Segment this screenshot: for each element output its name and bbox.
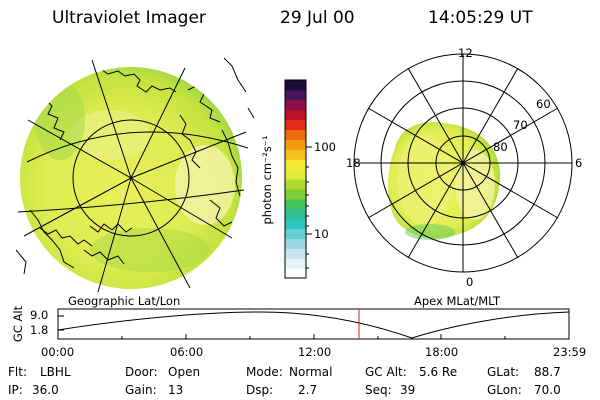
colorbar-segment: [285, 218, 306, 230]
colorbar-segment: [285, 179, 306, 190]
dsp-label: Dsp:: [246, 383, 274, 397]
door-value: Open: [168, 365, 201, 379]
colorbar-segment: [285, 80, 306, 91]
seq-label: Seq:: [365, 383, 392, 397]
geographic-panel-label: Geographic Lat/Lon: [68, 294, 181, 308]
altitude-ylabel: GC Alt: [11, 305, 25, 343]
colorbar-segment: [285, 149, 306, 160]
colorbar-segment: [285, 129, 306, 140]
apex-polar-plot: [353, 53, 573, 273]
colorbar-segment: [285, 99, 306, 111]
observation-date: 29 Jul 00: [280, 8, 355, 28]
geographic-grid: [15, 57, 255, 293]
colorbar-segment: [285, 159, 306, 170]
mlat-label-80: 80: [493, 140, 508, 154]
colorbar-tick-100: 100: [314, 140, 336, 154]
colorbar-segment: [285, 208, 306, 220]
colorbar-ticks: [306, 146, 312, 269]
mlt-label-6: 6: [575, 156, 583, 170]
observation-time: 14:05:29 UT: [428, 8, 533, 28]
colorbar-frame: [284, 79, 307, 279]
colorbar-segment: [285, 89, 306, 101]
gain-label: Gain:: [125, 383, 157, 397]
ip-label: IP:: [8, 383, 23, 397]
mode-value: Normal: [289, 365, 333, 379]
mlat-label-60: 60: [536, 97, 551, 111]
gc-alt-value: 5.6 Re: [419, 365, 458, 379]
altitude-ytick-top: 9.0: [30, 308, 49, 322]
altitude-ytick-bottom: 1.8: [30, 323, 49, 337]
altitude-ylabel-anchor: GC Alt: [11, 306, 25, 342]
filter-value: LBHL: [40, 365, 71, 379]
altitude-xtick: 23:59: [553, 345, 587, 359]
mlt-label-0: 0: [466, 275, 474, 289]
mlt-label-12: 12: [458, 46, 473, 60]
gc-alt-label: GC Alt:: [365, 365, 407, 379]
glat-value: 88.7: [534, 365, 561, 379]
mlt-label-18: 18: [346, 156, 361, 170]
glon-value: 70.0: [534, 383, 561, 397]
colorbar-segment: [285, 188, 306, 200]
altitude-plot: [57, 308, 570, 340]
colorbar-segment: [285, 119, 306, 131]
colorbar-segment: [285, 109, 306, 121]
colorbar-segment: [285, 238, 306, 249]
altitude-xtick: 12:00: [298, 345, 332, 359]
colorbar-segment: [285, 258, 306, 269]
colorbar-segment: [285, 198, 306, 210]
filter-label: Flt:: [8, 365, 27, 379]
colorbar-segment: [285, 268, 306, 279]
colorbar-segment: [285, 248, 306, 259]
glon-label: GLon:: [487, 383, 522, 397]
colorbar-segment: [285, 139, 306, 150]
colorbar-unit-label: photon cm⁻²s⁻¹: [260, 135, 274, 225]
seq-value: 39: [400, 383, 416, 397]
colorbar-unit-anchor: photon cm⁻²s⁻¹: [260, 136, 274, 225]
altitude-xtick: 06:00: [170, 345, 204, 359]
apex-panel-label: Apex MLat/MLT: [414, 294, 501, 308]
ip-value: 36.0: [32, 383, 59, 397]
mlat-label-70: 70: [513, 118, 528, 132]
gain-value: 13: [168, 383, 184, 397]
dsp-value: 2.7: [298, 383, 318, 397]
glat-label: GLat:: [487, 365, 520, 379]
altitude-xtick: 00:00: [41, 345, 75, 359]
colorbar-segment: [285, 228, 306, 239]
colorbar-segment: [285, 169, 306, 180]
colorbar-tick-10: 10: [314, 227, 329, 241]
colorbar: [285, 80, 306, 279]
mode-label: Mode:: [246, 365, 283, 379]
app-title: Ultraviolet Imager: [52, 8, 206, 28]
altitude-xtick: 18:00: [425, 345, 459, 359]
door-label: Door:: [125, 365, 158, 379]
